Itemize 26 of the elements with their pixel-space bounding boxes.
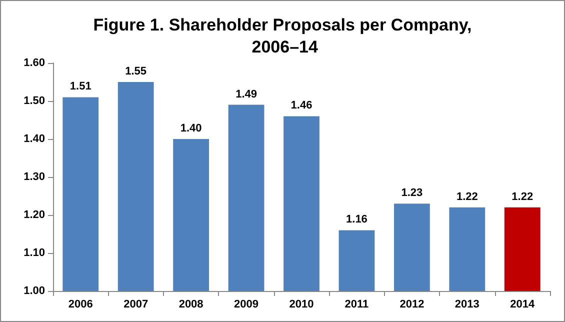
x-tick-label: 2006 [68,298,93,310]
chart-title: Figure 1. Shareholder Proposals per Company, 2006–14 [93,16,472,56]
x-tick-label: 2013 [454,298,480,310]
data-label: 1.51 [70,80,92,93]
y-tick-label: 1.40 [24,133,45,145]
y-tick-label: 1.00 [24,285,45,297]
data-label: 1.40 [180,122,202,134]
y-tick-label: 1.60 [24,57,45,69]
x-tick-label: 2011 [344,298,369,310]
y-tick-label: 1.20 [24,209,45,221]
x-tick-label: 2014 [510,298,536,310]
x-tick-label: 2009 [234,298,259,310]
data-label: 1.16 [346,214,368,226]
data-label: 1.46 [290,100,312,112]
data-label: 1.55 [125,66,147,78]
x-tick-label: 2007 [124,298,148,310]
data-label: 1.22 [512,190,534,203]
y-tick-label: 1.10 [24,247,45,259]
y-tick-label: 1.50 [24,95,45,107]
x-tick-label: 2012 [400,298,424,310]
y-tick-label: 1.30 [24,171,45,183]
x-tick-label: 2008 [178,298,204,310]
data-label: 1.49 [236,88,257,100]
data-label: 1.22 [456,190,478,203]
x-tick-label: 2010 [289,298,314,310]
data-label: 1.23 [401,187,423,200]
